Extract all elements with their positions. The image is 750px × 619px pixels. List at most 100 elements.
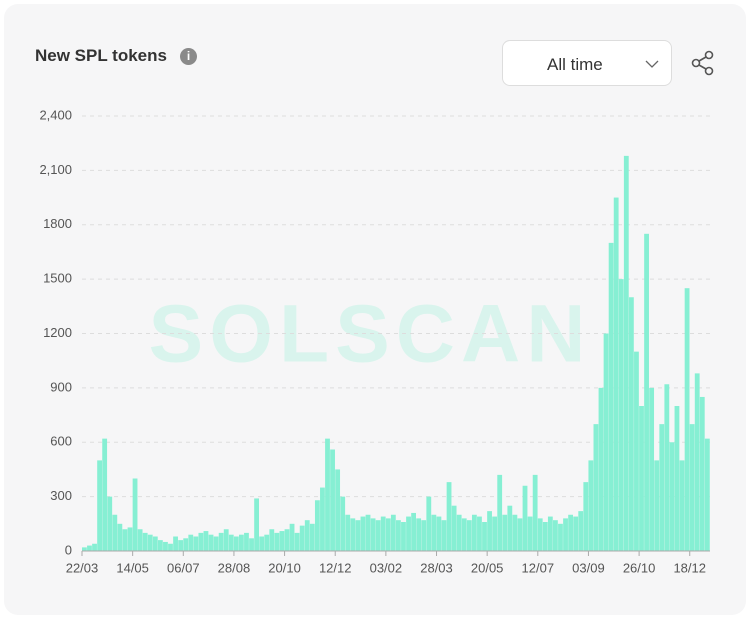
bar xyxy=(198,532,204,551)
bar xyxy=(401,522,406,551)
y-tick-label: 2,400 xyxy=(39,107,72,122)
bar xyxy=(634,351,639,551)
bar xyxy=(375,520,381,551)
bar xyxy=(664,384,670,551)
bar xyxy=(583,482,589,551)
bar xyxy=(598,387,604,551)
bar xyxy=(436,516,442,551)
bar xyxy=(102,438,108,551)
bar xyxy=(289,523,295,551)
bar xyxy=(421,520,427,551)
share-icon[interactable] xyxy=(690,50,716,76)
bar xyxy=(390,514,396,551)
bar xyxy=(426,496,432,551)
bar xyxy=(92,543,97,551)
bar xyxy=(132,478,138,551)
bar xyxy=(213,536,219,551)
bar xyxy=(385,518,391,551)
bar xyxy=(208,534,214,551)
bar xyxy=(239,534,244,551)
x-tick-label: 03/09 xyxy=(572,560,605,575)
y-tick-label: 1200 xyxy=(43,325,72,340)
bar xyxy=(264,534,270,551)
bar xyxy=(82,547,87,551)
bar xyxy=(299,525,305,551)
bar xyxy=(689,424,695,551)
y-tick-label: 2,100 xyxy=(39,162,72,177)
bar xyxy=(446,482,452,551)
watermark: SOLSCAN xyxy=(149,289,592,380)
bar xyxy=(416,518,422,551)
bar xyxy=(147,534,153,551)
info-icon[interactable]: i xyxy=(180,48,197,65)
bar xyxy=(512,514,518,551)
bar xyxy=(644,233,649,551)
bar xyxy=(659,424,665,551)
bar xyxy=(441,520,447,551)
time-dropdown[interactable]: All time xyxy=(502,40,672,86)
bar xyxy=(254,498,260,551)
bar xyxy=(492,516,498,551)
bar xyxy=(350,518,356,551)
bar xyxy=(563,518,568,551)
chevron xyxy=(645,60,659,68)
bar xyxy=(482,522,487,551)
bar xyxy=(340,496,346,551)
bar xyxy=(542,522,548,551)
bar xyxy=(396,520,401,551)
bar xyxy=(497,474,503,551)
bar xyxy=(451,505,457,551)
bar xyxy=(679,460,685,551)
bar xyxy=(613,197,619,551)
bar xyxy=(477,516,482,551)
bar xyxy=(674,406,680,551)
y-tick-label: 900 xyxy=(50,379,72,394)
bar xyxy=(112,514,118,551)
bar xyxy=(87,545,92,551)
bar xyxy=(137,529,143,551)
y-tick-label: 0 xyxy=(65,542,72,557)
bar xyxy=(573,516,579,551)
x-tick-label: 28/08 xyxy=(218,560,251,575)
y-tick-label: 600 xyxy=(50,434,72,449)
bar xyxy=(320,487,325,551)
bar xyxy=(269,529,275,551)
x-tick-label: 03/02 xyxy=(370,560,403,575)
bar xyxy=(117,523,123,551)
y-tick-label: 300 xyxy=(50,488,72,503)
bar xyxy=(304,520,310,551)
bar xyxy=(365,514,371,551)
bar xyxy=(228,534,234,551)
bar xyxy=(649,387,655,551)
bar xyxy=(127,527,133,551)
x-tick-label: 18/12 xyxy=(673,560,706,575)
bar xyxy=(684,288,690,551)
x-tick-label: 20/05 xyxy=(471,560,504,575)
bar xyxy=(639,406,644,551)
bar xyxy=(223,529,229,551)
bar xyxy=(152,536,158,551)
bar xyxy=(517,518,523,551)
bar xyxy=(244,532,249,551)
x-tick-label: 28/03 xyxy=(420,560,453,575)
y-tick-label: 1500 xyxy=(43,271,72,286)
bar xyxy=(588,460,594,551)
bar xyxy=(699,396,705,551)
y-tick-label: 1800 xyxy=(43,216,72,231)
bar xyxy=(168,543,173,551)
bar xyxy=(547,516,553,551)
bar xyxy=(380,516,386,551)
bar xyxy=(203,531,209,551)
bar xyxy=(335,469,341,551)
x-tick-label: 22/03 xyxy=(66,560,99,575)
bar xyxy=(558,523,563,551)
bar xyxy=(142,532,148,551)
bar xyxy=(122,529,128,551)
bar xyxy=(345,514,351,551)
bar xyxy=(355,520,361,551)
bar xyxy=(522,485,528,551)
bar xyxy=(249,538,254,551)
x-tick-label: 20/10 xyxy=(268,560,301,575)
bar xyxy=(284,529,290,551)
bar xyxy=(178,540,184,551)
